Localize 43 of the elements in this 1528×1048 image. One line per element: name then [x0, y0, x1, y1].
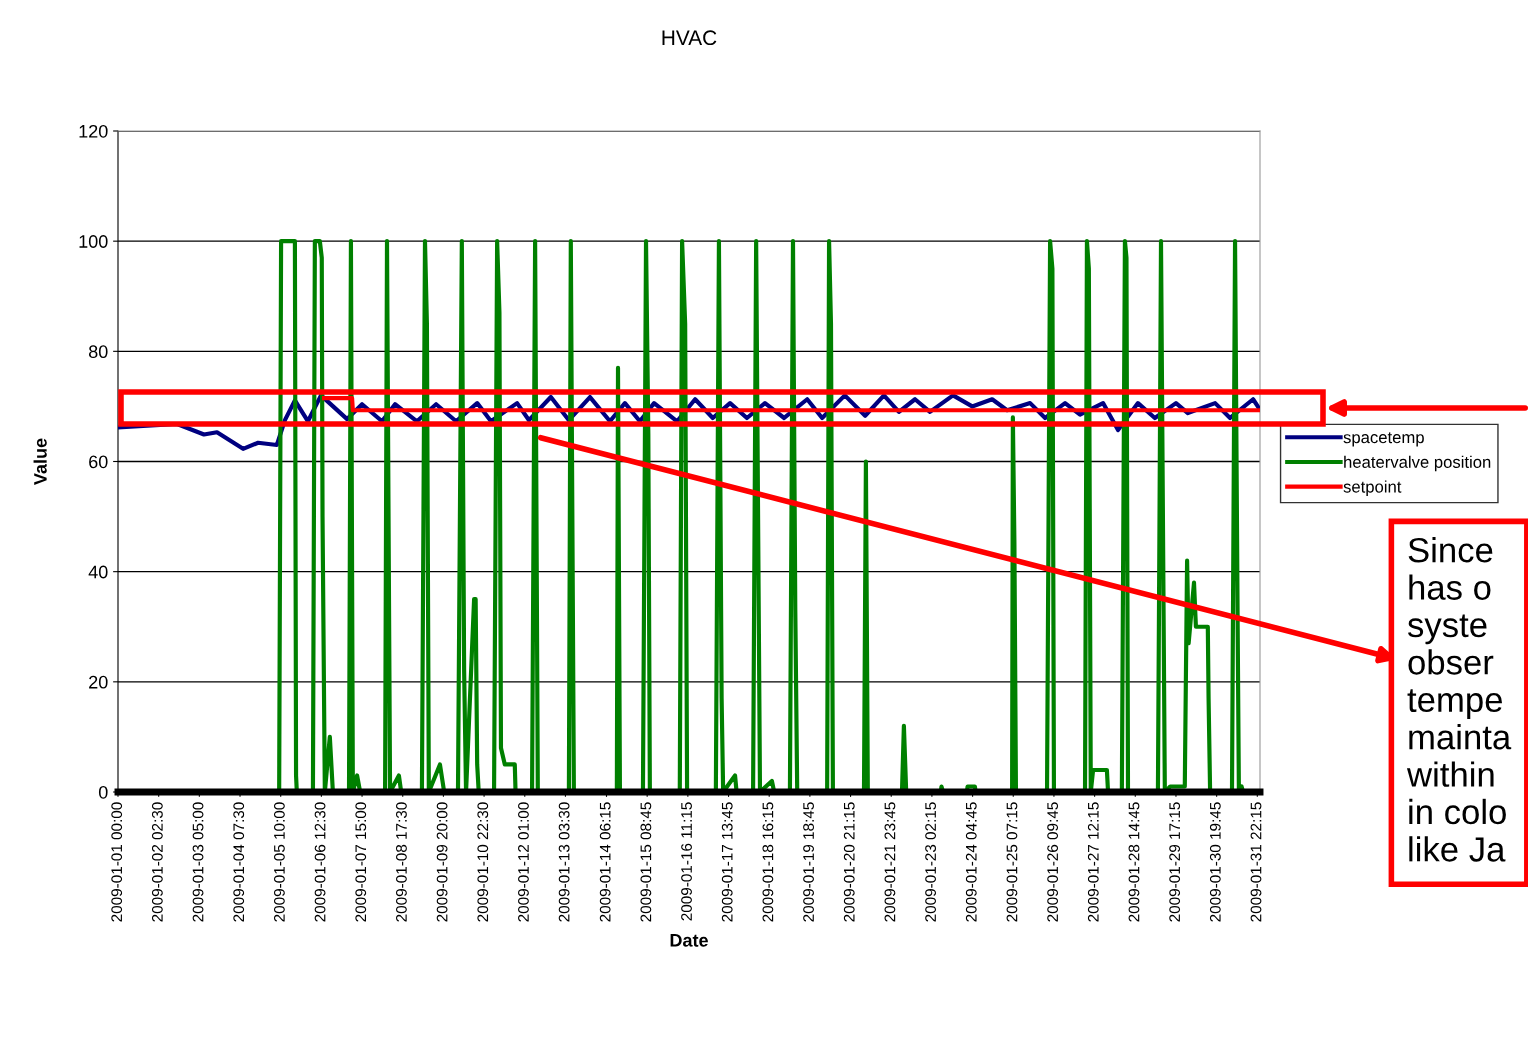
y-tick-label: 20: [89, 675, 108, 689]
x-tick-label: 2009-01-21 23:45: [884, 802, 896, 922]
x-tick-label: 2009-01-25 07:15: [1006, 802, 1018, 922]
x-tick-label: 2009-01-04 07:30: [233, 802, 245, 922]
x-tick-label: 2009-01-01 00:00: [111, 802, 123, 922]
x-tick-label: 2009-01-26 09:45: [1047, 802, 1059, 922]
y-tick-label: 0: [98, 785, 108, 799]
x-tick-label: 2009-01-16 11:15: [681, 802, 692, 921]
x-tick-label: 2009-01-20 21:15: [843, 802, 855, 922]
y-tick-label: 40: [88, 565, 108, 579]
x-tick-label: 2009-01-28 14:45: [1128, 802, 1140, 922]
x-tick-label: 2009-01-24 04:45: [965, 802, 977, 922]
x-tick-label: 2009-01-07 15:00: [355, 802, 367, 922]
x-tick-label: 2009-01-31 22:15: [1250, 802, 1262, 922]
legend-label: heatervalve position: [1344, 455, 1491, 472]
text: Since has o syste obser tempe mainta within in colo like Ja: [1406, 537, 1512, 862]
x-tick-label: 2009-01-19 18:45: [803, 802, 814, 922]
y-axis-title: Value: [33, 438, 47, 485]
x-tick-label: 2009-01-03 05:00: [192, 802, 204, 922]
x-tick-label: 2009-01-18 16:15: [762, 802, 774, 922]
x-tick-label: 2009-01-30 19:45: [1209, 802, 1221, 922]
x-tick-label: 2009-01-13 03:30: [558, 802, 570, 922]
y-tick-label: 60: [89, 455, 108, 469]
x-tick-label: 2009-01-09 20:00: [436, 802, 448, 922]
x-tick-label: 2009-01-02 02:30: [151, 802, 163, 922]
x-tick-label: 2009-01-05 10:00: [273, 802, 285, 922]
y-tick-label: 100: [79, 235, 108, 248]
x-tick-label: 2009-01-23 02:15: [925, 802, 937, 922]
legend-label: setpoint: [1343, 480, 1402, 496]
x-tick-label: 2009-01-17 13:45: [721, 802, 733, 922]
y-tick-label: 120: [79, 124, 108, 138]
x-axis-title: Date: [670, 934, 708, 947]
x-tick-label: 2009-01-12 01:00: [518, 802, 529, 922]
chart-title: HVAC: [662, 30, 717, 46]
x-tick-label: 2009-01-27 12:15: [1087, 802, 1099, 922]
x-tick-label: 2009-01-06 12:30: [314, 802, 326, 922]
x-tick-label: 2009-01-08 17:30: [396, 802, 407, 922]
y-tick-label: 80: [88, 345, 108, 359]
x-tick-label: 2009-01-10 22:30: [477, 802, 489, 922]
legend-label: spacetemp: [1343, 432, 1424, 447]
x-tick-label: 2009-01-15 08:45: [640, 802, 652, 922]
x-tick-label: 2009-01-29 17:15: [1169, 802, 1181, 922]
x-tick-label: 2009-01-14 06:15: [599, 802, 611, 922]
